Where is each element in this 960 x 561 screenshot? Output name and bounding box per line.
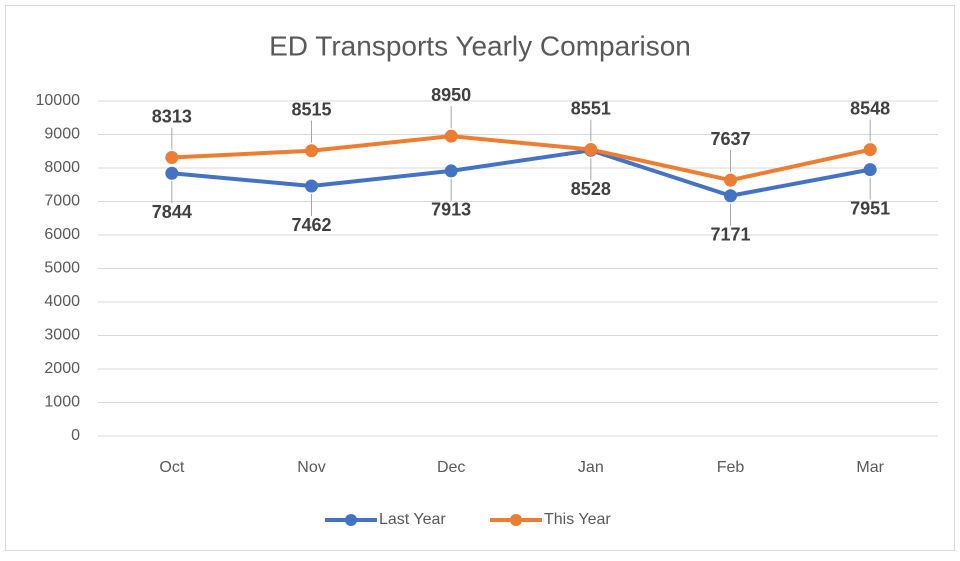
- y-tick-label: 0: [71, 427, 80, 444]
- marker: [863, 163, 877, 177]
- y-tick-label: 9000: [44, 126, 80, 143]
- data-label: 7913: [431, 200, 471, 220]
- data-label: 7951: [850, 198, 890, 218]
- x-tick-label: Dec: [437, 459, 465, 476]
- legend-label: Last Year: [379, 511, 446, 528]
- y-tick-label: 4000: [44, 293, 80, 310]
- y-tick-label: 1000: [44, 394, 80, 411]
- y-tick-label: 2000: [44, 360, 80, 377]
- data-label: 8528: [571, 179, 611, 199]
- data-label: 8313: [152, 106, 192, 126]
- legend-marker: [510, 514, 522, 526]
- y-tick-label: 7000: [44, 193, 80, 210]
- data-label: 8548: [850, 98, 890, 118]
- series-line: [171, 148, 871, 198]
- x-tick-label: Jan: [578, 459, 604, 476]
- marker: [863, 143, 877, 157]
- data-label: 8950: [431, 85, 471, 105]
- chart-border: [5, 5, 955, 551]
- data-label: 7637: [710, 129, 750, 149]
- marker: [305, 179, 318, 193]
- marker: [444, 164, 458, 178]
- marker: [724, 189, 737, 203]
- data-label: 8551: [571, 98, 611, 118]
- y-tick-label: 5000: [44, 260, 80, 277]
- data-label: 7462: [291, 215, 331, 235]
- data-label: 8515: [291, 99, 331, 119]
- y-tick-label: 8000: [44, 159, 80, 176]
- y-tick-label: 3000: [44, 327, 80, 344]
- marker: [724, 173, 737, 187]
- series-line: [171, 134, 871, 183]
- y-tick-label: 6000: [44, 226, 80, 243]
- x-tick-label: Feb: [717, 459, 745, 476]
- marker: [584, 143, 598, 157]
- chart-title: ED Transports Yearly Comparison: [269, 30, 691, 61]
- legend-label: This Year: [544, 511, 611, 528]
- x-tick-label: Oct: [159, 459, 184, 476]
- y-tick-label: 10000: [36, 92, 81, 109]
- x-tick-label: Mar: [856, 459, 884, 476]
- marker: [165, 166, 179, 180]
- x-tick-label: Nov: [297, 459, 325, 476]
- marker: [444, 129, 458, 143]
- marker: [305, 144, 318, 158]
- legend-marker: [345, 514, 357, 526]
- data-label: 7171: [710, 225, 750, 245]
- marker: [165, 151, 179, 165]
- data-label: 7844: [152, 202, 192, 222]
